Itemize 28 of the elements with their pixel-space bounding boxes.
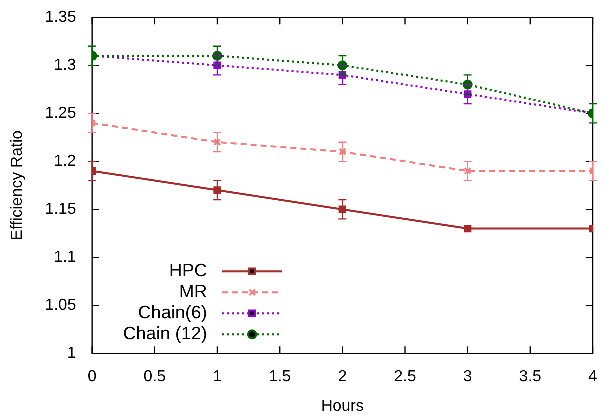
x-tick-label: 2	[338, 368, 348, 386]
y-tick-label: 1.3	[54, 57, 76, 74]
legend-label: Chain (12)	[123, 324, 208, 344]
y-tick-label: 1.05	[45, 297, 76, 314]
x-tick-label: 2.5	[394, 368, 416, 386]
y-tick-label: 1.1	[54, 249, 76, 266]
x-axis-title: Hours	[321, 398, 364, 415]
point	[214, 138, 222, 146]
x-tick-label: 3	[463, 368, 472, 386]
y-tick-label: 1.35	[45, 9, 76, 26]
point	[464, 224, 472, 233]
point	[464, 167, 472, 176]
x-tick-label: 3.5	[519, 368, 542, 386]
legend-label: MR	[179, 282, 208, 302]
legend-label: Chain(6)	[138, 302, 208, 323]
x-tick-label: 1.5	[268, 368, 292, 386]
point	[338, 148, 346, 156]
y-tick-label: 1.25	[45, 105, 76, 122]
y-tick-label: 1.2	[54, 153, 76, 170]
y-tick-label: 1.15	[45, 201, 76, 218]
y-axis-title: Efficiency Ratio	[9, 130, 26, 241]
x-tick-label: 4	[588, 368, 598, 386]
x-tick-label: 1	[213, 368, 222, 386]
x-tick-label: 0.5	[144, 368, 166, 386]
legend-label: HPC	[169, 260, 208, 281]
y-tick-label: 1	[67, 345, 76, 362]
x-tick-label: 0	[88, 368, 97, 386]
point	[214, 186, 222, 194]
